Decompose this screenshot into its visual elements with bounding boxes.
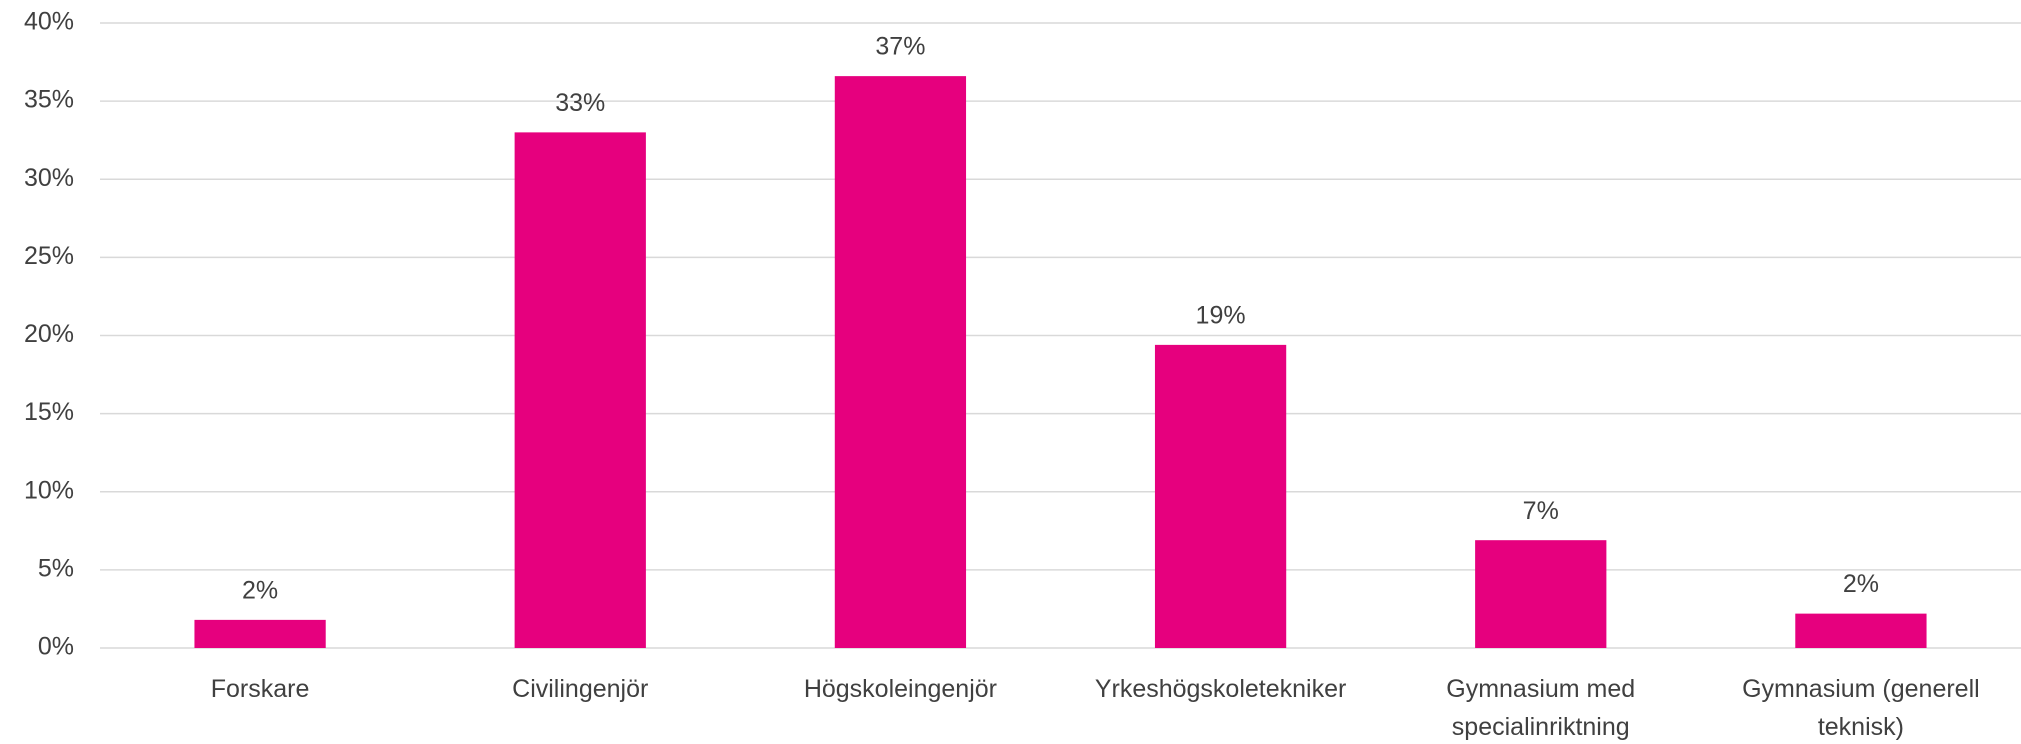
bar xyxy=(514,132,646,648)
x-tick-label: Yrkeshögskoletekniker xyxy=(1094,675,1347,703)
y-tick-label: 10% xyxy=(24,476,74,504)
data-label: 33% xyxy=(555,89,605,117)
data-label: 2% xyxy=(242,576,278,604)
y-tick-label: 15% xyxy=(24,398,74,426)
y-tick-label: 0% xyxy=(38,633,74,661)
x-tick-label: Civilingenjör xyxy=(512,675,649,703)
x-tick-label: Gymnasium (generell teknisk) xyxy=(1742,675,1980,741)
data-label: 19% xyxy=(1196,301,1246,329)
bar xyxy=(1154,344,1287,648)
x-tick-label: Högskoleingenjör xyxy=(803,675,997,703)
bar xyxy=(1475,540,1607,648)
data-label: 7% xyxy=(1523,497,1559,525)
data-label: 37% xyxy=(875,33,925,61)
y-tick-label: 40% xyxy=(24,8,74,36)
x-tick-label: Forskare xyxy=(210,675,310,703)
y-tick-label: 20% xyxy=(24,320,74,348)
y-tick-label: 5% xyxy=(38,554,74,582)
x-tick-label: Gymnasium med specialinriktning xyxy=(1446,675,1636,741)
y-tick-label: 25% xyxy=(24,242,74,270)
y-tick-label: 35% xyxy=(24,86,74,114)
y-tick-label: 30% xyxy=(24,164,74,192)
data-label: 2% xyxy=(1843,570,1879,598)
bar xyxy=(1795,613,1927,648)
bar xyxy=(194,619,326,648)
bar xyxy=(834,76,967,648)
